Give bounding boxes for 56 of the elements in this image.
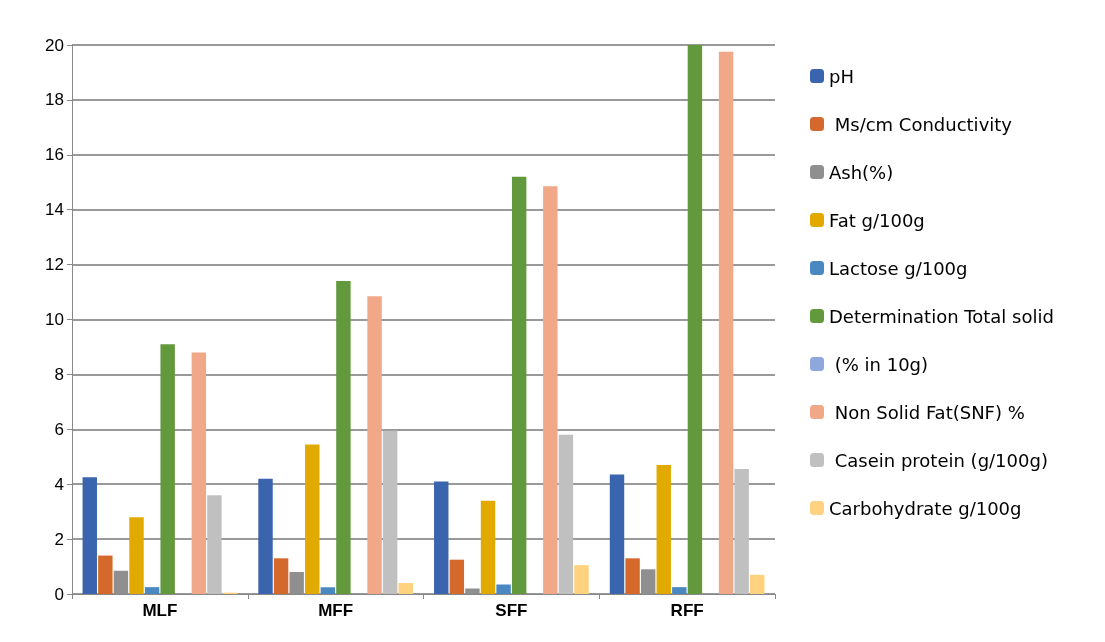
- bar: [734, 469, 749, 594]
- y-tick-label: 2: [54, 529, 64, 549]
- bar: [129, 517, 144, 594]
- bar: [434, 481, 449, 594]
- bar: [258, 478, 273, 594]
- bar: [273, 558, 289, 594]
- legend-label: Lactose g/100g: [829, 257, 968, 279]
- bar: [558, 434, 574, 594]
- legend-label: Fat g/100g: [829, 209, 925, 231]
- y-tick-label: 0: [54, 584, 64, 604]
- y-tick-label: 8: [54, 364, 64, 384]
- bar: [496, 584, 511, 594]
- bar: [367, 296, 382, 594]
- legend-label: Carbohydrate g/100g: [829, 497, 1022, 519]
- y-tick-label: 6: [54, 419, 64, 439]
- bar: [609, 474, 625, 594]
- bar: [750, 574, 765, 594]
- bar: [82, 477, 97, 594]
- bar: [574, 565, 589, 594]
- x-tick-label: SFF: [495, 601, 528, 620]
- y-tick-label: 18: [45, 90, 64, 110]
- legend-label: Ms/cm Conductivity: [829, 113, 1013, 135]
- bar: [625, 558, 640, 594]
- y-tick-label: 4: [54, 474, 64, 494]
- bar: [305, 444, 320, 594]
- x-tick-label: MLF: [142, 601, 178, 620]
- legend-label: (% in 10g): [829, 353, 929, 375]
- bar: [672, 587, 687, 594]
- bar: [718, 51, 734, 594]
- bar: [382, 430, 398, 594]
- bar: [336, 281, 351, 594]
- legend-label: Non Solid Fat(SNF) %: [829, 401, 1025, 423]
- bar: [480, 500, 496, 594]
- bar: [543, 186, 558, 594]
- bar: [98, 555, 113, 594]
- legend-label: pH: [829, 65, 854, 87]
- bar: [191, 352, 207, 594]
- bar: [687, 45, 703, 594]
- legend-label: Ash(%): [829, 161, 894, 183]
- bar: [656, 464, 671, 594]
- legend-label: Casein protein (g/100g): [829, 449, 1048, 471]
- bar: [511, 176, 527, 594]
- bar: [160, 344, 175, 594]
- y-tick-label: 12: [45, 255, 64, 275]
- bar: [398, 583, 413, 594]
- bar: [207, 495, 222, 594]
- bar: [449, 559, 465, 594]
- bar: [144, 587, 160, 594]
- y-tick-label: 20: [45, 35, 64, 55]
- x-tick-label: MFF: [318, 601, 354, 620]
- y-tick-label: 14: [45, 200, 64, 220]
- y-tick-label: 16: [45, 145, 64, 165]
- bar: [320, 587, 336, 594]
- y-tick-label: 10: [45, 310, 64, 329]
- x-tick-label: RFF: [670, 601, 704, 620]
- legend-label: Determination Total solid: [829, 305, 1054, 327]
